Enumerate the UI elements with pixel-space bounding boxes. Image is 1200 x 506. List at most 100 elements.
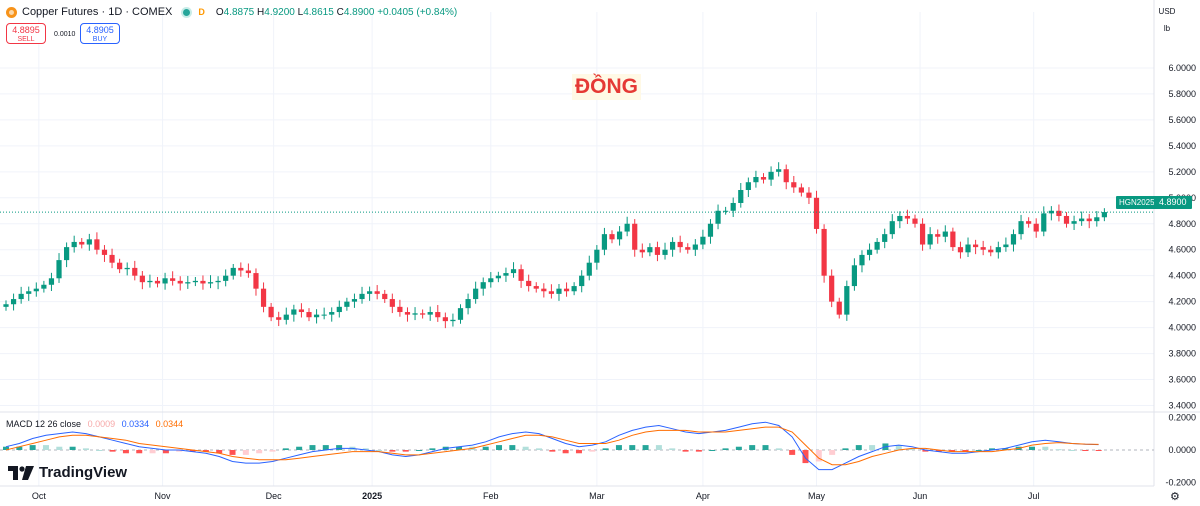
macd-histogram-bar bbox=[216, 450, 223, 454]
candle-body bbox=[79, 241, 85, 245]
macd-histogram-bar bbox=[615, 445, 622, 450]
candle-body bbox=[935, 234, 941, 237]
symbol-legend[interactable]: Copper Futures · 1D · COMEX D O4.8875 H4… bbox=[6, 6, 457, 18]
macd-histogram-bar bbox=[282, 448, 289, 450]
candle-body bbox=[94, 239, 100, 250]
time-tick-label: Apr bbox=[696, 491, 710, 501]
candle-body bbox=[397, 306, 403, 313]
macd-histogram-bar bbox=[496, 445, 503, 450]
candle-body bbox=[829, 275, 835, 302]
settings-gear-icon[interactable]: ⚙ bbox=[1170, 491, 1180, 503]
currency-selector[interactable]: USD bbox=[1158, 7, 1176, 16]
macd-histogram-bar bbox=[362, 448, 369, 450]
candle-body bbox=[1018, 221, 1024, 235]
ohlc-values: O4.8875 H4.9200 L4.8615 C4.8900 +0.0405 … bbox=[215, 6, 458, 18]
market-open-icon bbox=[183, 8, 191, 16]
macd-histogram-bar bbox=[69, 446, 76, 450]
macd-histogram-bar bbox=[855, 445, 862, 450]
macd-histogram-bar bbox=[589, 450, 596, 452]
macd-histogram-bar bbox=[562, 450, 569, 454]
candle-body bbox=[1086, 218, 1092, 222]
copper-symbol-icon bbox=[6, 6, 17, 18]
candle-body bbox=[973, 244, 979, 248]
macd-histogram-bar bbox=[336, 445, 343, 450]
candle-body bbox=[874, 241, 880, 250]
candle-body bbox=[662, 249, 668, 255]
candle-body bbox=[124, 267, 130, 270]
sell-price: 4.8895 bbox=[12, 25, 40, 35]
candle-body bbox=[1033, 223, 1039, 232]
time-tick-label: Dec bbox=[266, 491, 283, 501]
candle-body bbox=[101, 249, 108, 255]
candle-body bbox=[404, 312, 411, 315]
candle-body bbox=[367, 291, 373, 294]
candle-body bbox=[488, 278, 494, 283]
candle-body bbox=[1026, 221, 1032, 224]
candle-body bbox=[851, 265, 857, 287]
macd-histogram-bar bbox=[416, 450, 423, 451]
tradingview-logo[interactable]: TradingView bbox=[8, 464, 127, 481]
price-tick-label: 4.2000 bbox=[1168, 297, 1196, 307]
candle-body bbox=[18, 293, 24, 300]
sell-label: SELL bbox=[17, 36, 35, 43]
candle-body bbox=[624, 223, 630, 232]
candle-body bbox=[844, 286, 850, 315]
candle-body bbox=[776, 169, 782, 172]
candle-body bbox=[609, 234, 615, 240]
candle-body bbox=[442, 317, 448, 322]
macd-histogram-bar bbox=[1002, 448, 1009, 450]
candle-body bbox=[897, 215, 903, 222]
macd-legend[interactable]: MACD 12 26 close 0.0009 0.0334 0.0344 bbox=[6, 419, 183, 429]
candle-body bbox=[200, 280, 206, 284]
sell-button[interactable]: 4.8895 SELL bbox=[6, 23, 46, 44]
candle-body bbox=[109, 254, 115, 263]
candle-body bbox=[495, 275, 501, 279]
candle-body bbox=[427, 312, 433, 315]
macd-histogram-bar bbox=[789, 450, 796, 455]
candle-body bbox=[579, 275, 585, 287]
macd-histogram-bar bbox=[655, 445, 662, 450]
candle-body bbox=[760, 177, 767, 180]
candle-body bbox=[738, 190, 744, 203]
candle-body bbox=[253, 273, 259, 289]
macd-histogram-bar bbox=[122, 450, 129, 454]
candle-body bbox=[457, 308, 464, 320]
price-tick-label: 5.8000 bbox=[1168, 89, 1196, 99]
symbol-title: Copper Futures · 1D · COMEX bbox=[22, 6, 173, 18]
candle-body bbox=[768, 171, 774, 180]
macd-histogram-bar bbox=[509, 445, 516, 450]
unit-selector[interactable]: lb bbox=[1163, 24, 1171, 33]
candle-body bbox=[420, 313, 426, 315]
candle-body bbox=[798, 187, 804, 193]
candle-body bbox=[715, 210, 721, 224]
macd-histogram-bar bbox=[722, 448, 729, 450]
candle-body bbox=[117, 262, 123, 270]
macd-histogram-bar bbox=[1042, 446, 1049, 450]
macd-histogram-bar bbox=[256, 450, 263, 454]
candle-body bbox=[927, 234, 933, 245]
candle-body bbox=[821, 228, 827, 276]
candle-body bbox=[677, 241, 683, 248]
time-tick-label: May bbox=[808, 491, 826, 501]
candle-body bbox=[707, 223, 714, 237]
candle-body bbox=[647, 247, 653, 253]
candle-body bbox=[685, 247, 691, 250]
macd-histogram-bar bbox=[989, 448, 996, 450]
time-tick-label: 2025 bbox=[362, 491, 382, 501]
macd-histogram-bar bbox=[962, 450, 969, 452]
macd-tick-label: 0.0000 bbox=[1168, 445, 1196, 455]
candle-body bbox=[1003, 244, 1009, 248]
macd-histogram-bar bbox=[842, 448, 849, 450]
candle-body bbox=[1079, 218, 1085, 222]
candle-body bbox=[245, 270, 251, 274]
candle-body bbox=[1010, 234, 1017, 245]
macd-histogram-bar bbox=[456, 446, 463, 450]
candle-body bbox=[298, 309, 305, 313]
time-tick-label: Nov bbox=[155, 491, 172, 501]
buy-button[interactable]: 4.8905 BUY bbox=[80, 23, 120, 44]
candle-body bbox=[541, 288, 547, 292]
macd-histogram-bar bbox=[3, 446, 9, 450]
brand-name: TradingView bbox=[39, 464, 128, 481]
macd-histogram-bar bbox=[1068, 450, 1075, 451]
